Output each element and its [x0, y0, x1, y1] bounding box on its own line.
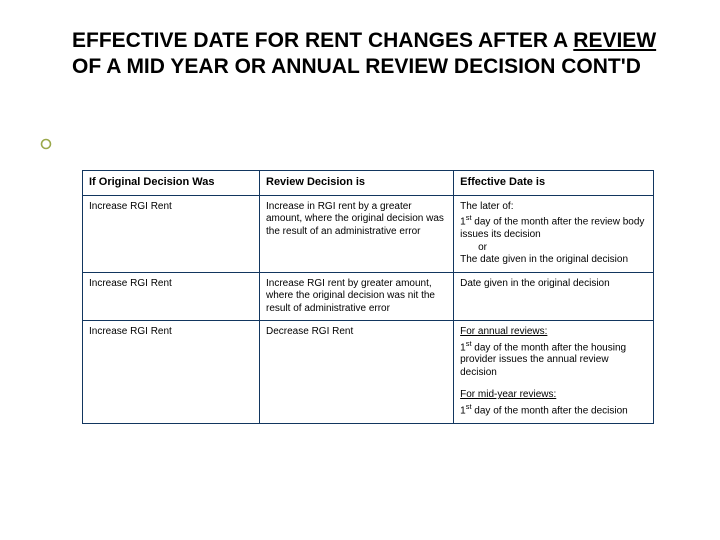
table-row: Increase RGI RentDecrease RGI RentFor an… — [83, 321, 654, 424]
table-row: Increase RGI RentIncrease RGI rent by gr… — [83, 272, 654, 321]
cell-original: Increase RGI Rent — [83, 321, 260, 424]
col-header-review: Review Decision is — [260, 171, 454, 196]
table-header-row: If Original Decision Was Review Decision… — [83, 171, 654, 196]
cell-review: Increase in RGI rent by a greater amount… — [260, 195, 454, 272]
title-part1: EFFECTIVE DATE FOR RENT CHANGES AFTER A — [72, 29, 573, 52]
cell-original: Increase RGI Rent — [83, 272, 260, 321]
bullet-icon — [40, 138, 52, 150]
cell-original: Increase RGI Rent — [83, 195, 260, 272]
title-underlined: REVIEW — [573, 29, 656, 52]
cell-effective: For annual reviews:1st day of the month … — [454, 321, 654, 424]
table-container: If Original Decision Was Review Decision… — [82, 170, 654, 424]
table-row: Increase RGI RentIncrease in RGI rent by… — [83, 195, 654, 272]
title-part2: OF A MID YEAR OR ANNUAL REVIEW DECISION … — [72, 55, 641, 78]
slide-title: EFFECTIVE DATE FOR RENT CHANGES AFTER A … — [72, 28, 670, 81]
cell-review: Decrease RGI Rent — [260, 321, 454, 424]
cell-review: Increase RGI rent by greater amount, whe… — [260, 272, 454, 321]
slide: EFFECTIVE DATE FOR RENT CHANGES AFTER A … — [0, 0, 720, 540]
effective-date-table: If Original Decision Was Review Decision… — [82, 170, 654, 424]
cell-effective: Date given in the original decision — [454, 272, 654, 321]
cell-effective: The later of:1st day of the month after … — [454, 195, 654, 272]
col-header-original: If Original Decision Was — [83, 171, 260, 196]
col-header-effective: Effective Date is — [454, 171, 654, 196]
